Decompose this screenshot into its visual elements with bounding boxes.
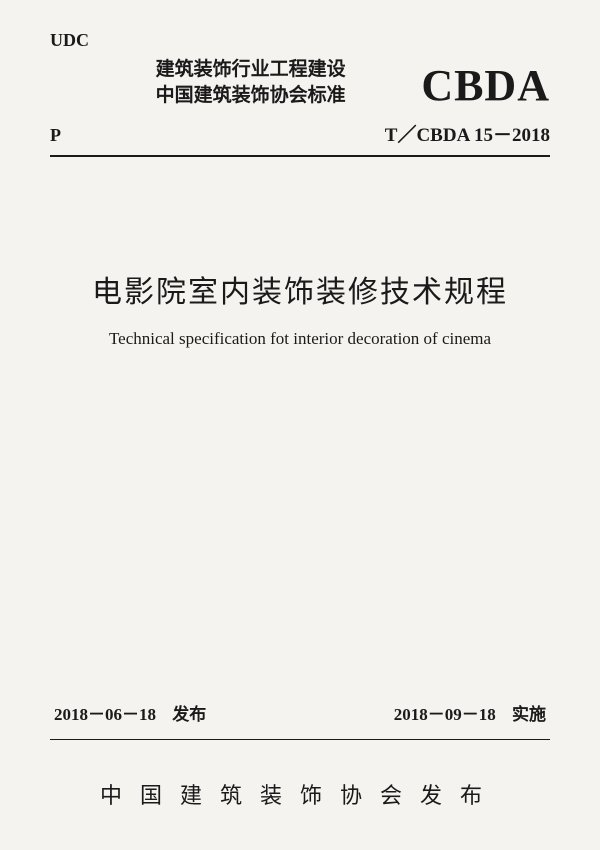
top-row: UDC (50, 30, 550, 51)
code-row: P T／CBDA 15－2018 (50, 120, 550, 147)
effective-date-block: 2018－09－18 实施 (394, 700, 546, 725)
p-classification: P (50, 125, 61, 146)
effective-date: 2018－09－18 (394, 705, 496, 724)
dates-row: 2018－06－18 发布 2018－09－18 实施 (50, 700, 550, 725)
issue-label: 发布 (172, 705, 206, 724)
udc-label: UDC (50, 30, 89, 51)
header-block: 建筑装饰行业工程建设 中国建筑装饰协会标准 CBDA (50, 57, 550, 108)
standard-code: T／CBDA 15－2018 (385, 120, 550, 147)
issue-date-block: 2018－06－18 发布 (54, 700, 206, 725)
cbda-logo: CBDA (421, 64, 550, 108)
title-english: Technical specification fot interior dec… (109, 329, 491, 349)
org-line-1: 建筑装饰行业工程建设 (80, 57, 421, 83)
issuing-org: 建筑装饰行业工程建设 中国建筑装饰协会标准 (80, 57, 421, 108)
org-line-2: 中国建筑装饰协会标准 (80, 83, 421, 109)
publisher: 中国建筑装饰协会发布 (50, 778, 550, 810)
effective-label: 实施 (512, 705, 546, 724)
issue-date: 2018－06－18 (54, 705, 156, 724)
standard-cover-page: UDC 建筑装饰行业工程建设 中国建筑装饰协会标准 CBDA P T／CBDA … (0, 0, 600, 850)
title-block: 电影院室内装饰装修技术规程 Technical specification fo… (50, 157, 550, 700)
divider-bottom (50, 739, 550, 740)
title-chinese: 电影院室内装饰装修技术规程 (92, 267, 508, 311)
